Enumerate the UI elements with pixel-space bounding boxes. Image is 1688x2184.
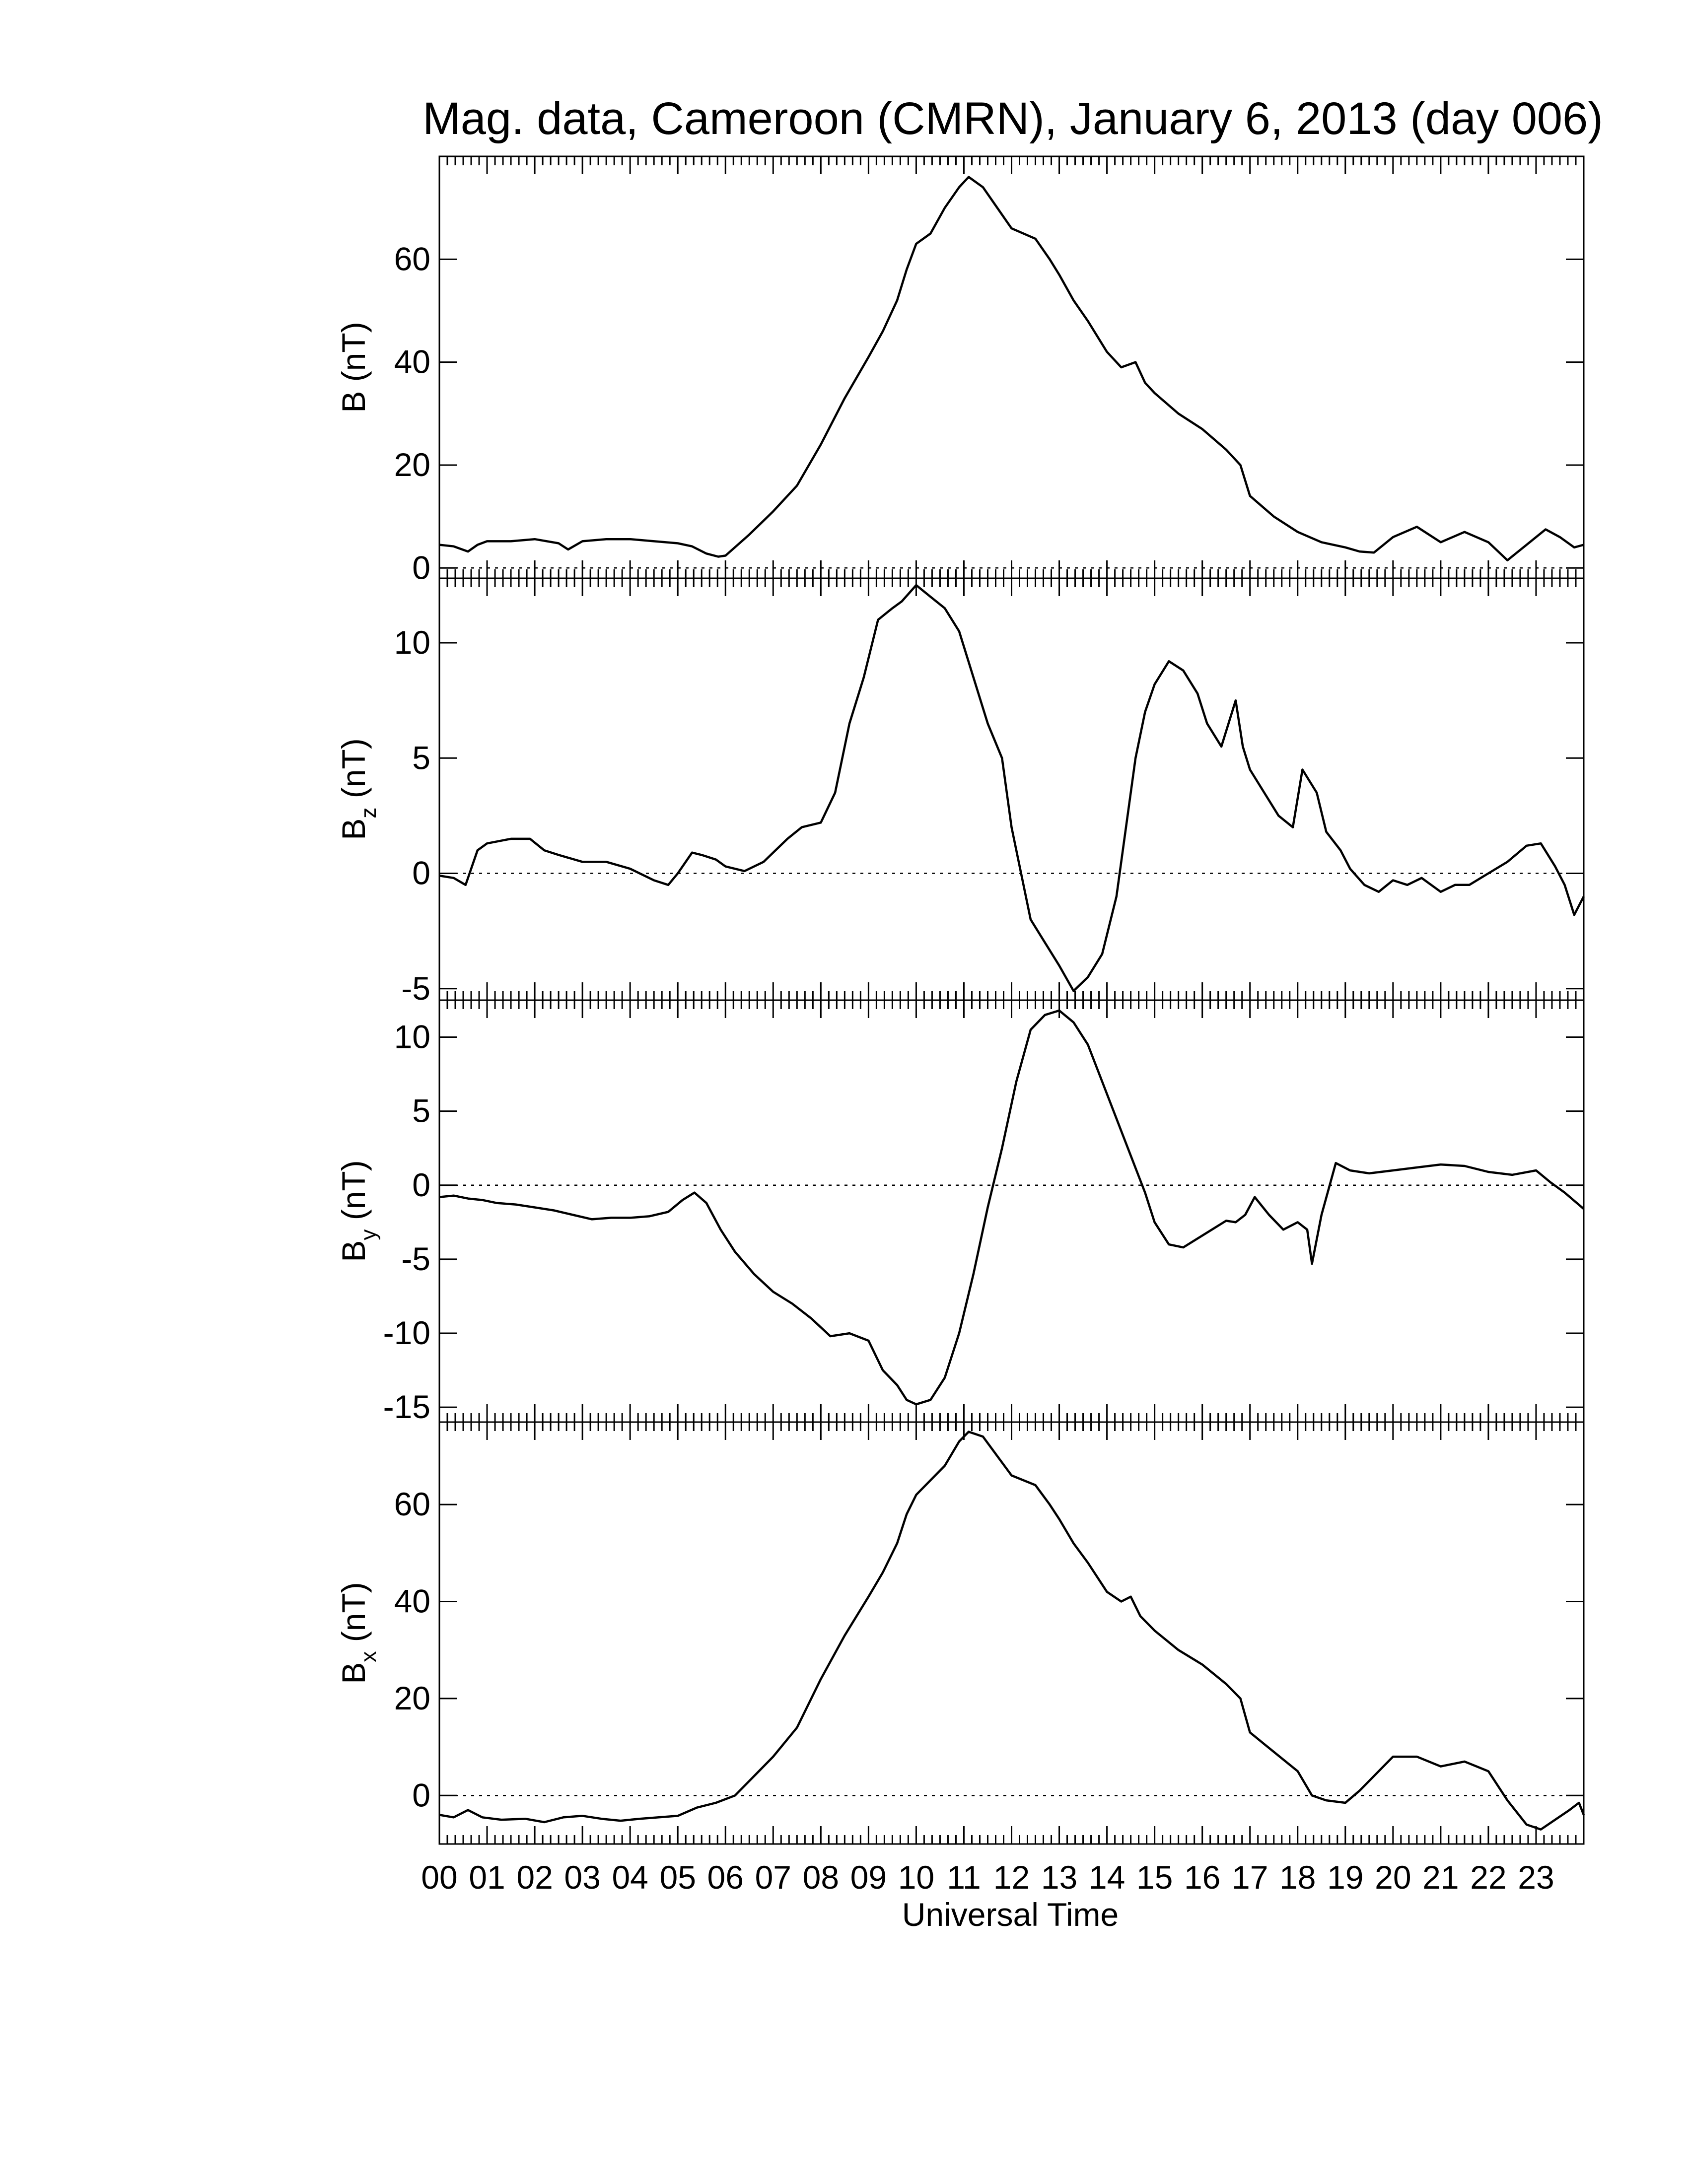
x-axis: 00 01 02 03 04 05 06 07 08 09 10 11 12 13 14 15 16 17 18 19… (421, 1859, 1554, 1896)
y-axis-label-main: B (335, 1662, 372, 1684)
x-tick-label: 11 (947, 1859, 981, 1896)
x-tick-label: 10 (898, 1859, 934, 1896)
x-tick-label: 03 (564, 1859, 600, 1896)
x-tick-label: 20 (1375, 1859, 1411, 1896)
x-tick-label: 13 (1041, 1859, 1077, 1896)
x-tick-label: 08 (803, 1859, 839, 1896)
x-tick-label: 01 (469, 1859, 505, 1896)
panel-2: -5 0 5 10 Bz (nT) (335, 577, 1585, 1007)
x-tick-label: 04 (612, 1859, 648, 1896)
x-tick-label: 23 (1518, 1859, 1554, 1896)
y-tick-label: 0 (412, 1166, 430, 1203)
x-tick-label: 21 (1422, 1859, 1459, 1896)
y-axis-label: Bx (nT) (335, 1582, 381, 1684)
y-tick-label: 5 (412, 739, 430, 776)
y-axis-label: Bz (nT) (335, 738, 381, 840)
x-tick-label: 12 (993, 1859, 1030, 1896)
y-tick-label: 10 (394, 1019, 430, 1055)
y-tick-label: 5 (412, 1092, 430, 1129)
x-tick-label: 19 (1327, 1859, 1363, 1896)
x-tick-label: 09 (850, 1859, 887, 1896)
y-tick-label: 60 (394, 1486, 430, 1522)
x-tick-label: 15 (1136, 1859, 1173, 1896)
series-line (439, 176, 1584, 561)
y-axis-label: By (nT) (335, 1160, 381, 1262)
x-tick-label: 02 (516, 1859, 553, 1896)
x-tick-label: 18 (1279, 1859, 1316, 1896)
panel-1: 0 20 40 60 B (nT) (335, 155, 1585, 586)
x-tick-label: 22 (1470, 1859, 1506, 1896)
y-axis-label-main: B (335, 819, 372, 840)
y-tick-label: 0 (412, 549, 430, 586)
panels: 0 20 40 60 B (nT) -5 0 5 10 Bz (nT) -15 -10 -5 0 5 10 By… (335, 155, 1585, 1845)
series-line (439, 1431, 1585, 1831)
y-axis-label-main: B (335, 1240, 372, 1262)
y-tick-label: 40 (394, 343, 430, 380)
panel-frame (438, 1421, 1585, 1845)
panel-frame (438, 155, 1585, 579)
x-tick-label: 06 (707, 1859, 744, 1896)
x-tick-label: 00 (421, 1859, 457, 1896)
y-axis-label-sub: y (356, 1229, 381, 1240)
y-axis-label-main: B (335, 391, 372, 413)
y-tick-label: 40 (394, 1582, 430, 1619)
series-line (439, 584, 1585, 992)
y-axis-label-sub: z (356, 808, 381, 819)
x-tick-label: 07 (755, 1859, 791, 1896)
panel-3: -15 -10 -5 0 5 10 By (nT) (335, 999, 1585, 1425)
y-axis-label-unit: (nT) (335, 738, 372, 807)
y-axis-label: B (nT) (335, 322, 372, 412)
x-axis-label: Universal Time (902, 1896, 1119, 1933)
x-tick-label: 17 (1232, 1859, 1268, 1896)
series-line (439, 1009, 1585, 1406)
panel-frame (438, 577, 1585, 1001)
y-tick-label: 0 (412, 855, 430, 891)
y-tick-label: -15 (383, 1388, 430, 1425)
y-tick-label: 20 (394, 446, 430, 483)
x-tick-label: 14 (1089, 1859, 1125, 1896)
y-axis-label-unit: (nT) (335, 1582, 372, 1651)
y-tick-label: -10 (383, 1314, 430, 1351)
y-axis-label-unit: (nT) (335, 1160, 372, 1229)
y-tick-label: 60 (394, 240, 430, 277)
y-tick-label: 10 (394, 624, 430, 661)
y-tick-label: 0 (412, 1776, 430, 1813)
y-axis-label-sub: x (356, 1651, 381, 1662)
x-tick-label: 05 (659, 1859, 696, 1896)
chart-title: Mag. data, Cameroon (CMRN), January 6, 2… (422, 93, 1603, 144)
y-axis-label-unit: (nT) (335, 322, 372, 391)
y-tick-label: -5 (401, 1240, 430, 1277)
y-tick-label: -5 (401, 970, 430, 1007)
panel-frame (438, 999, 1585, 1423)
x-tick-label: 16 (1184, 1859, 1220, 1896)
y-tick-label: 20 (394, 1680, 430, 1716)
panel-4: 0 20 40 60 Bx (nT) (335, 1421, 1585, 1845)
